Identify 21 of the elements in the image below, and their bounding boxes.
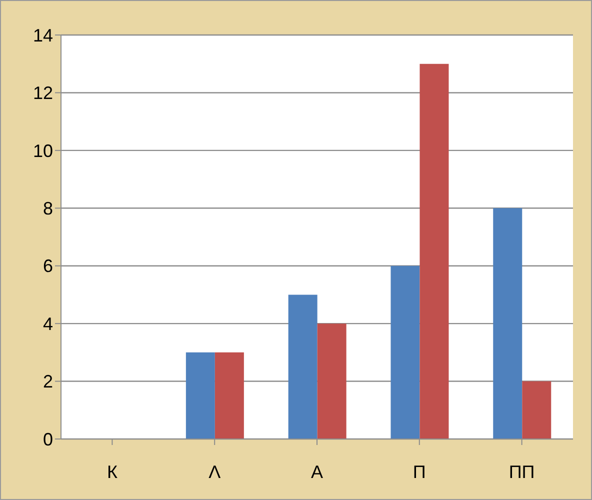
y-tick-label: 6	[42, 256, 53, 276]
bar	[493, 208, 522, 439]
bar	[317, 324, 346, 439]
x-tick-label: ПП	[508, 462, 535, 482]
y-tick-label: 4	[42, 314, 53, 334]
y-tick-label: 10	[32, 140, 53, 161]
bar	[186, 352, 215, 439]
x-tick-label: А	[310, 462, 324, 482]
y-tick-label: 12	[32, 83, 53, 104]
bar	[288, 294, 318, 439]
y-tick-label: 8	[42, 198, 53, 219]
y-tick-label: 14	[32, 25, 53, 46]
bar	[420, 64, 449, 439]
bar	[522, 381, 552, 439]
x-tick-label: К	[106, 462, 118, 482]
x-tick-label: П	[412, 462, 426, 482]
y-tick-label: 0	[42, 429, 53, 450]
x-tick-label: Λ	[208, 462, 221, 482]
y-tick-label: 2	[42, 372, 53, 392]
bar	[390, 266, 420, 439]
bar	[214, 352, 244, 439]
